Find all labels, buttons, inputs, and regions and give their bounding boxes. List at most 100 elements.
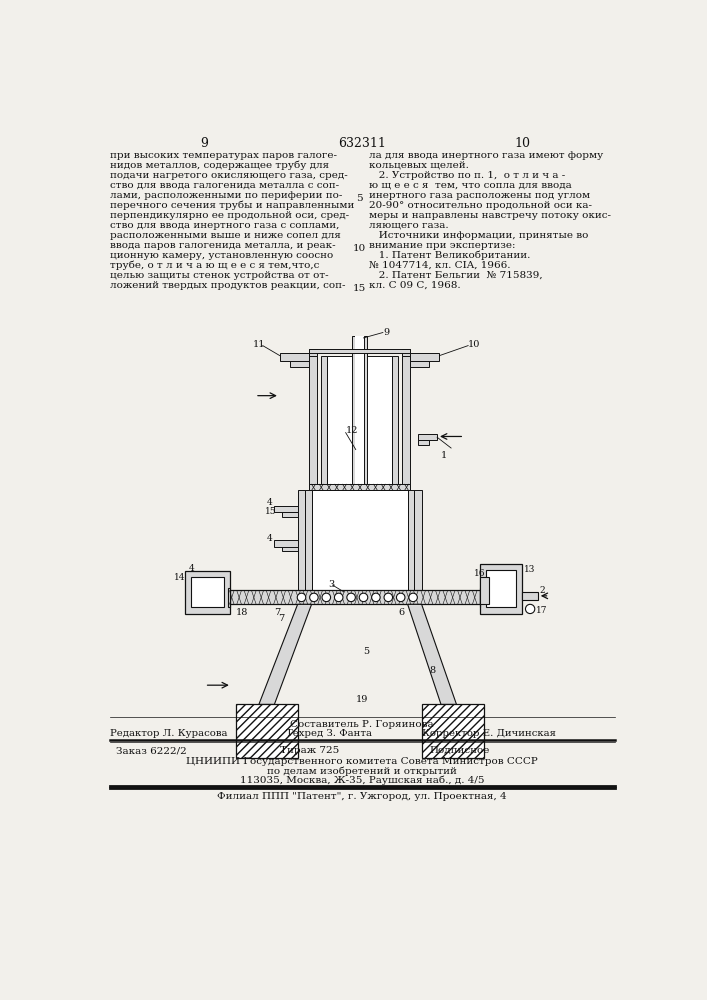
Circle shape [359,593,368,602]
Text: перечного сечения трубы и направленными: перечного сечения трубы и направленными [110,201,354,210]
Text: № 1047714, кл. СIA, 1966.: № 1047714, кл. СIA, 1966. [369,261,510,270]
Text: трубе, о т л и ч а ю щ е е с я тем,что,с: трубе, о т л и ч а ю щ е е с я тем,что,с [110,261,320,270]
Text: 2. Устройство по п. 1,  о т л и ч а -: 2. Устройство по п. 1, о т л и ч а - [369,171,565,180]
Text: 4: 4 [189,564,195,573]
Text: по делам изобретений и открытий: по делам изобретений и открытий [267,766,457,776]
Text: 18: 18 [235,608,248,617]
Bar [228,588,230,607]
Bar [312,490,408,590]
Circle shape [372,593,380,602]
Text: ЦНИИПИ Государственного комитета Совета Министров СССР: ЦНИИПИ Государственного комитета Совета … [186,757,538,766]
Text: 6: 6 [398,608,404,617]
Text: Заказ 6222/2: Заказ 6222/2 [115,746,186,755]
Bar [298,490,305,590]
Text: ложений твердых продуктов реакции, соп-: ложений твердых продуктов реакции, соп- [110,281,346,290]
Bar [352,336,355,490]
Bar [274,506,298,512]
Bar [480,564,522,614]
Bar [321,356,327,490]
Text: целью защиты стенок устройства от от-: целью защиты стенок устройства от от- [110,271,329,280]
Circle shape [384,593,392,602]
Bar [280,353,309,361]
Text: 16: 16 [474,569,486,578]
Text: ла для ввода инертного газа имеют форму: ла для ввода инертного газа имеют форму [369,151,603,160]
Text: 13: 13 [524,565,535,574]
Text: Филиал ППП "Патент", г. Ужгород, ул. Проектная, 4: Филиал ППП "Патент", г. Ужгород, ул. Про… [217,792,507,801]
Text: ю щ е е с я  тем, что сопла для ввода: ю щ е е с я тем, что сопла для ввода [369,181,572,190]
Text: 9: 9 [201,137,209,150]
Circle shape [334,593,343,602]
Text: Корректор Е. Дичинская: Корректор Е. Дичинская [421,729,556,738]
Bar [309,349,410,353]
Bar [486,570,516,607]
Text: меры и направлены навстречу потоку окис-: меры и направлены навстречу потоку окис- [369,211,611,220]
Text: 15: 15 [353,284,366,293]
Bar [309,356,317,490]
Text: ввода паров галогенида металла, и реак-: ввода паров галогенида металла, и реак- [110,241,336,250]
Text: Техред З. Фанта: Техред З. Фанта [286,729,372,738]
Bar [235,704,298,758]
Text: 5: 5 [363,647,370,656]
Text: ство для ввода инертного газа с соплами,: ство для ввода инертного газа с соплами, [110,221,339,230]
Bar [305,490,312,590]
Text: ляющего газа.: ляющего газа. [369,221,448,230]
Text: инертного газа расположены под углом: инертного газа расположены под углом [369,191,590,200]
Bar [185,571,230,614]
Bar [402,349,410,356]
Text: 19: 19 [356,695,368,704]
Circle shape [525,604,534,614]
Bar [274,540,298,547]
Text: кл. С 09 С, 1968.: кл. С 09 С, 1968. [369,281,460,290]
Bar [228,590,480,604]
Text: Составитель Р. Горяинова: Составитель Р. Горяинова [290,720,434,729]
Polygon shape [408,604,457,704]
Text: 11: 11 [252,340,265,349]
Text: внимание при экспертизе:: внимание при экспертизе: [369,241,515,250]
Bar [418,440,429,445]
Circle shape [322,593,331,602]
Bar [402,356,410,490]
Text: 1. Патент Великобритании.: 1. Патент Великобритании. [369,251,530,260]
Text: 3: 3 [329,580,335,589]
Text: Источники информации, принятые во: Источники информации, принятые во [369,231,588,240]
Bar [480,577,489,604]
Text: ционную камеру, установленную соосно: ционную камеру, установленную соосно [110,251,333,260]
Text: перпендикулярно ее продольной оси, сред-: перпендикулярно ее продольной оси, сред- [110,211,349,220]
Bar [192,577,224,607]
Bar [410,353,440,361]
Bar [309,349,317,356]
Text: ство для ввода галогенида металла с соп-: ство для ввода галогенида металла с соп- [110,181,339,190]
Text: 8: 8 [429,666,436,675]
Bar [327,356,392,490]
Bar [309,484,410,490]
Text: 10: 10 [515,137,530,150]
Bar [410,361,429,367]
Circle shape [297,593,305,602]
Text: Подписное: Подписное [429,746,490,755]
Text: 5: 5 [356,194,363,203]
Text: 20-90° относительно продольной оси ка-: 20-90° относительно продольной оси ка- [369,201,592,210]
Circle shape [397,593,405,602]
Text: Редактор Л. Курасова: Редактор Л. Курасова [110,729,228,738]
Bar [522,592,538,600]
Text: 4: 4 [267,534,272,543]
Circle shape [347,593,356,602]
Bar [282,512,298,517]
Text: нидов металлов, содержащее трубу для: нидов металлов, содержащее трубу для [110,161,329,170]
Text: 113035, Москва, Ж-35, Раушская наб., д. 4/5: 113035, Москва, Ж-35, Раушская наб., д. … [240,775,484,785]
Text: 632311: 632311 [338,137,386,150]
Text: при высоких температурах паров галоге-: при высоких температурах паров галоге- [110,151,337,160]
Text: 14: 14 [174,573,185,582]
Text: 2: 2 [539,586,545,595]
Text: расположенными выше и ниже сопел для: расположенными выше и ниже сопел для [110,231,341,240]
Circle shape [409,593,417,602]
Circle shape [310,593,318,602]
Bar [421,704,484,758]
Bar [282,547,298,551]
Text: подачи нагретого окисляющего газа, сред-: подачи нагретого окисляющего газа, сред- [110,171,348,180]
Text: Тираж 725: Тираж 725 [280,746,339,755]
Text: 1: 1 [441,451,448,460]
Text: 15: 15 [265,507,276,516]
Bar [414,490,421,590]
Text: 9: 9 [383,328,389,337]
